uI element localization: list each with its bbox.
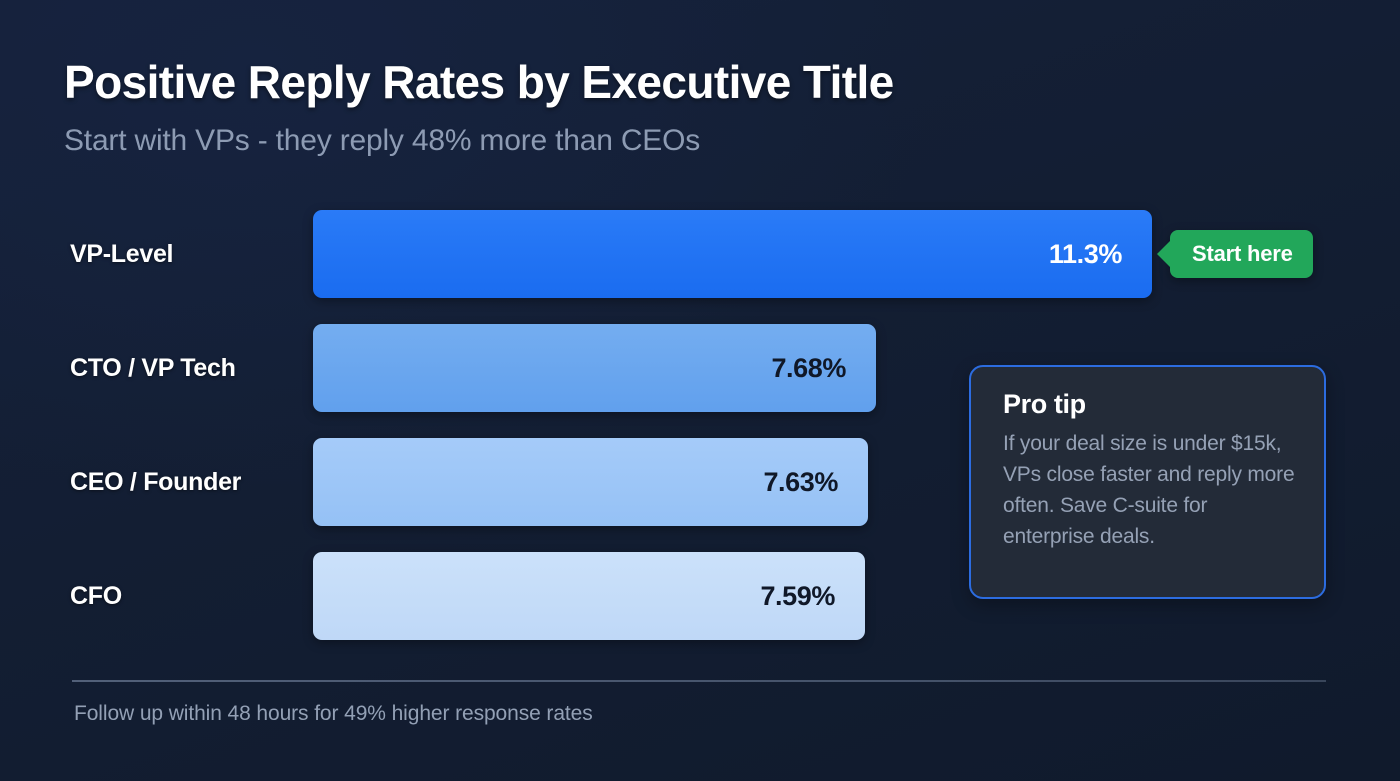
page-title: Positive Reply Rates by Executive Title: [64, 56, 894, 108]
pro-tip-title: Pro tip: [1003, 389, 1086, 419]
bar-vp-level[interactable]: 11.3%: [313, 210, 1152, 298]
bar-cto-vp-tech[interactable]: 7.68%: [313, 324, 876, 412]
footer-divider: [72, 680, 1326, 682]
bar-value-label: 7.59%: [760, 580, 835, 611]
start-here-badge-label: Start here: [1192, 241, 1293, 266]
start-here-badge: Start here: [1170, 230, 1313, 278]
bar-cfo[interactable]: 7.59%: [313, 552, 865, 640]
bar-ceo-founder[interactable]: 7.63%: [313, 438, 868, 526]
footer-note: Follow up within 48 hours for 49% higher…: [74, 702, 593, 725]
bar-value-label: 7.68%: [771, 352, 846, 383]
pro-tip-body: If your deal size is under $15k, VPs clo…: [1003, 432, 1295, 548]
page-subtitle: Start with VPs - they reply 48% more tha…: [64, 124, 701, 157]
bar-value-label: 11.3%: [1048, 238, 1122, 269]
pro-tip-card: Pro tip If your deal size is under $15k,…: [969, 365, 1326, 599]
bar-value-label: 7.63%: [763, 466, 838, 497]
